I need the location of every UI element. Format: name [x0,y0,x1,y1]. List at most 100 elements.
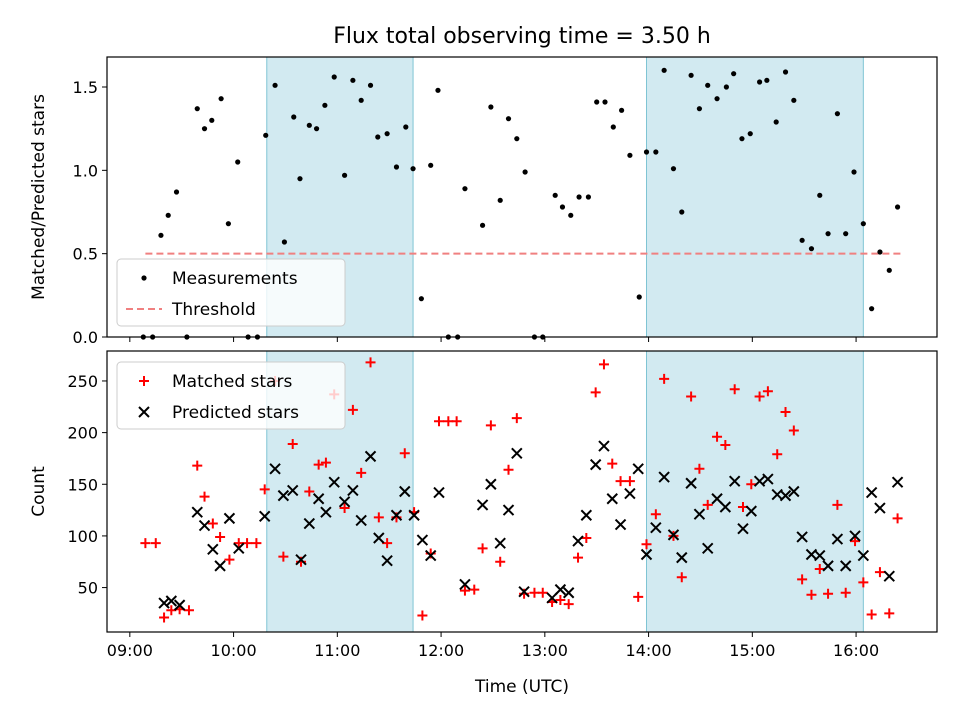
x-tick-label: 16:00 [833,641,879,660]
matched-stars-point [425,548,436,559]
measurement-point [165,212,171,218]
predicted-stars-point [702,542,714,555]
predicted-stars-point [173,599,186,611]
x-tick-label: 12:00 [418,641,464,660]
measurement-point [714,96,720,102]
predicted-stars-point [502,504,515,516]
predicted-stars-point [796,531,808,543]
measurement-point [435,87,441,93]
x-tick-label: 09:00 [107,641,153,660]
matched-stars-point [399,448,410,459]
predicted-stars-point [839,560,852,572]
predicted-stars-point [494,537,506,549]
x-tick-label: 11:00 [314,641,360,660]
measurement-point [731,71,737,77]
measurement-point [825,231,831,237]
predicted-stars-point [233,542,245,555]
predicted-stars-point [562,587,575,599]
x-axis-label: Time (UTC) [474,677,569,697]
matched-stars-point [469,584,480,595]
matched-stars-point [729,384,740,395]
measurement-point [488,104,494,110]
chart-title: Flux total observing time = 3.50 h [333,24,711,49]
x-tick-label: 14:00 [626,641,672,660]
matched-stars-point [780,406,791,417]
measurement-point [297,176,303,182]
matched-stars-point [676,572,687,583]
predicted-stars-point [511,447,523,459]
matched-stars-point [495,556,506,567]
measurement-point [886,267,892,273]
predicted-stars-point [399,485,411,498]
matched-stars-point [840,587,851,598]
measurement-point [235,159,241,165]
matched-stars-point [150,538,161,549]
measurement-point [418,296,424,302]
measurement-point [791,97,797,103]
matched-stars-point [746,479,757,490]
predicted-stars-point [312,493,325,505]
matched-stars-point [624,476,635,487]
measurement-point [462,186,468,192]
matched-stars-point [537,587,548,598]
measurement-point [173,189,180,195]
matched-stars-point [242,538,253,549]
matched-stars-point [192,460,203,471]
matched-stars-point [365,357,376,368]
legend-x-icon [138,406,150,418]
predicted-stars-point [814,549,826,562]
predicted-stars-point [598,440,610,452]
predicted-stars-point [158,597,170,609]
legend-box [116,361,346,430]
predicted-stars-point [857,549,870,562]
matched-stars-point [199,491,210,502]
measurement-point [225,221,231,227]
y-axis-label: Matched/Predicted stars [29,94,49,300]
measurement-point [705,82,711,88]
axes-frame [106,350,938,633]
measurement-point [194,106,200,112]
measurement-point [263,132,269,138]
matched-stars-point [417,610,428,621]
matched-stars-point [823,588,834,599]
predicted-stars-point [416,534,429,546]
measurement-point [375,134,381,140]
measurement-point [627,152,633,158]
predicted-stars-point [822,560,834,572]
predicted-stars-point [295,553,307,566]
y-tick-label: 0.5 [73,245,98,264]
matched-stars-point [772,449,783,460]
measurement-point [696,106,703,112]
measurement-point [747,131,753,137]
predicted-stars-point [753,475,766,487]
measurement-point [723,84,729,90]
measurement-point [610,124,616,130]
matched-stars-point [590,387,601,398]
matched-stars-point [251,538,262,549]
y-tick-label: 250 [67,372,98,391]
predicted-stars-point [572,535,584,547]
predicted-stars-point [580,509,593,521]
ratio-panel: 0.0 0.5 1.0 1.5 Matched/Predicted stars Measu… [29,56,938,347]
predicted-stars-point [779,489,792,502]
matched-stars-point [503,464,514,475]
matched-stars-point [858,577,869,588]
predicted-stars-point [614,518,627,531]
matched-stars-point [832,499,843,510]
predicted-stars-point [277,489,290,502]
shaded-period [646,56,864,338]
matched-stars-point [166,605,177,616]
predicted-stars-point [676,551,688,564]
predicted-stars-point [737,522,749,535]
matched-stars-point [347,404,358,415]
predicted-stars-point [320,506,332,518]
matched-stars-point [224,554,235,565]
predicted-stars-point [364,450,377,463]
predicted-stars-point [640,548,653,561]
measurement-point [505,116,512,122]
measurement-point [894,204,901,210]
matched-stars-point [373,512,384,523]
matched-stars-point [356,467,367,478]
matched-stars-point [712,431,723,442]
